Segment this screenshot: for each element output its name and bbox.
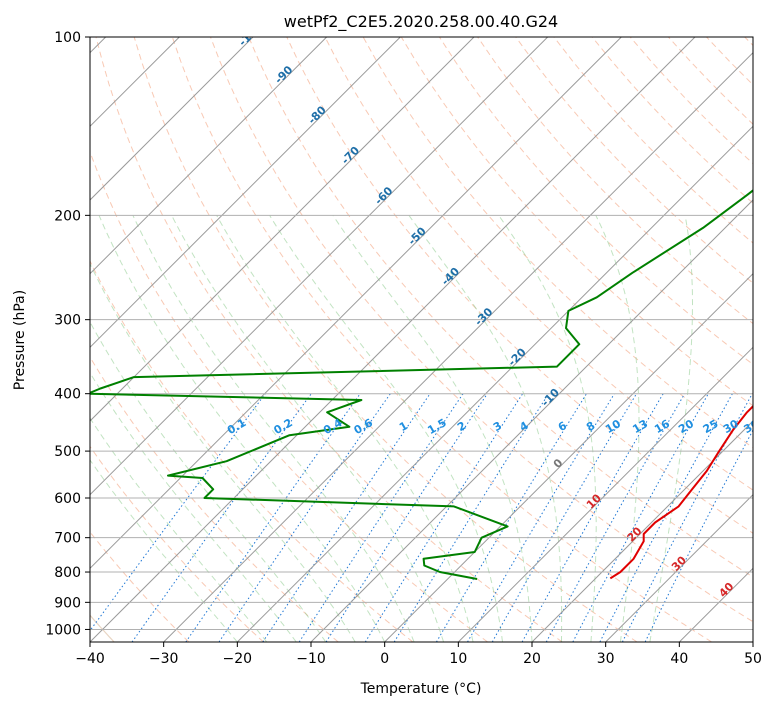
mixing-ratio-label: 36 <box>742 417 762 436</box>
moist-adiabat <box>649 215 693 642</box>
y-axis-label: Pressure (hPa) <box>12 290 28 390</box>
y-tick-label: 700 <box>54 531 81 547</box>
plot-area <box>90 37 753 642</box>
dry-adiabat <box>515 37 753 284</box>
pressure-gridlines <box>90 37 753 630</box>
series-line-0 <box>609 404 753 580</box>
series-line-1 <box>90 189 753 580</box>
isotherm <box>605 493 753 642</box>
isotherm <box>531 420 753 642</box>
mixing-ratio-line <box>325 393 488 642</box>
isotherm <box>236 125 753 642</box>
moist-adiabat <box>98 215 386 642</box>
moist-adiabat <box>171 215 445 642</box>
mixing-ratio-line <box>131 393 312 642</box>
y-tick-label: 1000 <box>45 622 81 638</box>
y-tick-label: 500 <box>54 444 81 460</box>
mixing-ratio-line <box>491 393 637 642</box>
y-tick-label: 300 <box>54 313 81 329</box>
x-tick-label: 30 <box>597 651 615 667</box>
mixing-ratio-line <box>393 393 550 642</box>
dry-adiabat-label: -100 <box>236 20 265 49</box>
isotherm <box>384 272 753 642</box>
isotherm <box>310 199 753 642</box>
dry-adiabat <box>90 356 339 642</box>
y-tick-label: 600 <box>54 491 81 507</box>
chart-title: wetPf2_C2E5.2020.258.00.40.G24 <box>284 12 558 32</box>
mixing-ratio-line <box>644 428 753 642</box>
isotherm <box>90 37 328 275</box>
dry-adiabat <box>133 37 638 642</box>
moist-adiabat <box>132 215 415 642</box>
mixing-ratio-line <box>262 393 431 642</box>
isotherm <box>90 37 549 496</box>
mixing-ratio-line <box>467 393 615 642</box>
moist-adiabat <box>90 262 356 642</box>
axes: −40 −30 −20 −10 0 10 20 30 40 50 100 200 300 400 500 60… <box>45 30 762 667</box>
x-tick-label: −30 <box>149 651 179 667</box>
y-tick-label: 100 <box>54 30 81 46</box>
isotherm <box>90 37 696 642</box>
mixing-ratio-line <box>545 393 686 642</box>
y-tick-label: 400 <box>54 387 81 403</box>
moist-adiabat <box>90 459 238 642</box>
isotherm <box>90 37 622 570</box>
x-tick-label: 50 <box>744 651 762 667</box>
isotherm <box>90 37 254 201</box>
mixing-ratio-line <box>521 393 664 642</box>
x-tick-label: 40 <box>670 651 688 667</box>
profile-series <box>90 189 753 580</box>
moist-adiabat <box>90 371 297 642</box>
x-tick-label: −20 <box>223 651 253 667</box>
dry-adiabat <box>90 259 414 642</box>
isotherm <box>90 37 401 349</box>
moist-adiabat <box>595 215 640 642</box>
moist-adiabat <box>90 321 327 642</box>
mixing-ratio-line <box>572 393 709 642</box>
moist-adiabat <box>216 215 474 642</box>
isotherm <box>457 346 753 642</box>
moist-adiabat <box>332 215 533 642</box>
x-tick-label: −40 <box>75 651 105 667</box>
moist-adiabat <box>90 417 268 642</box>
moist-adiabat <box>269 215 503 642</box>
y-tick-label: 800 <box>54 565 81 581</box>
mixing-ratio-line <box>364 393 524 642</box>
moist-adiabat <box>408 215 563 642</box>
x-tick-label: 20 <box>523 651 541 667</box>
isotherm <box>90 37 475 422</box>
x-axis-label: Temperature (°C) <box>360 681 482 697</box>
x-tick-label: 0 <box>380 651 389 667</box>
plot-frame <box>89 36 754 643</box>
mixing-ratio-line <box>298 393 464 642</box>
dry-adiabat <box>248 37 753 578</box>
x-tick-label: −10 <box>296 651 326 667</box>
dry-adiabat <box>324 37 753 491</box>
dry-adiabat <box>286 37 753 534</box>
dry-adiabat <box>90 445 264 642</box>
mixing-ratio-line <box>435 393 587 642</box>
y-tick-label: 900 <box>54 595 81 611</box>
dry-adiabat <box>210 37 753 623</box>
dry-adiabat <box>95 37 563 642</box>
x-tick-label: 10 <box>449 651 467 667</box>
dry-adiabat <box>171 37 712 642</box>
background-lines <box>90 37 753 642</box>
isotherm <box>163 51 753 642</box>
y-tick-label: 200 <box>54 208 81 224</box>
